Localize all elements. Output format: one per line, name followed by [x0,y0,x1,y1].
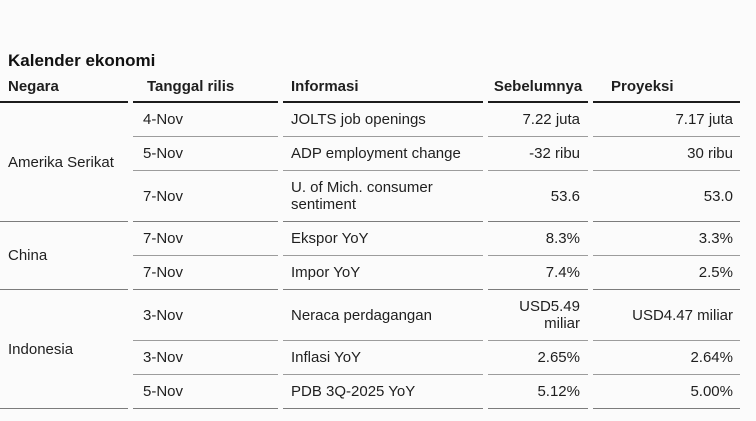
previous-value-cell: 2.65% [488,341,588,375]
info-cell: Ekspor YoY [283,222,483,256]
table-row: 5-Nov PDB 3Q-2025 YoY 5.12% 5.00% [0,375,740,409]
info-cell: U. of Mich. consumer sentiment [283,171,483,222]
release-date-cell: 3-Nov [133,341,278,375]
release-date-cell: 7-Nov [133,222,278,256]
table-row: China 7-Nov Ekspor YoY 8.3% 3.3% [0,222,740,290]
column-header-negara: Negara [0,78,128,103]
previous-value-cell: 53.6 [488,171,588,222]
table-row: 5-Nov ADP employment change -32 ribu 30 rib… [0,137,740,171]
article-section: Kalender ekonomi Negara Tanggal rilis Info… [0,51,745,409]
country-cell: Amerika Serikat [0,103,128,222]
forecast-value-cell: 7.17 juta [593,103,740,137]
forecast-value-cell: 2.64% [593,341,740,375]
country-cell: Indonesia [0,290,128,409]
table-row: 7-Nov Impor YoY 7.4% 2.5% [0,256,740,290]
info-cell: Impor YoY [283,256,483,290]
column-header-sebelumnya: Sebelumnya [488,78,588,103]
previous-value-cell: -32 ribu [488,137,588,171]
info-cell: PDB 3Q-2025 YoY [283,375,483,409]
table-row: 3-Nov Inflasi YoY 2.65% 2.64% [0,341,740,375]
table-header-row: Negara Tanggal rilis Informasi Sebelumnya Pr… [0,78,740,103]
forecast-value-cell: USD4.47 miliar [593,290,740,341]
info-cell: ADP employment change [283,137,483,171]
forecast-value-cell: 53.0 [593,171,740,222]
release-date-cell: 7-Nov [133,171,278,222]
release-date-cell: 4-Nov [133,103,278,137]
country-cell: China [0,222,128,290]
column-header-informasi: Informasi [283,78,483,103]
table-row: Amerika Serikat 4-Nov JOLTS job openings 7.… [0,103,740,222]
info-cell: JOLTS job openings [283,103,483,137]
previous-value-cell: 8.3% [488,222,588,256]
table-row: Indonesia 3-Nov Neraca perdagangan USD5.49 … [0,290,740,409]
info-cell: Inflasi YoY [283,341,483,375]
release-date-cell: 5-Nov [133,137,278,171]
previous-value-cell: 5.12% [488,375,588,409]
column-header-release-date: Tanggal rilis [133,78,278,103]
release-date-cell: 3-Nov [133,290,278,341]
forecast-value-cell: 5.00% [593,375,740,409]
release-date-cell: 7-Nov [133,256,278,290]
table-body: Amerika Serikat 4-Nov JOLTS job openings 7.… [0,103,740,409]
economic-calendar-table: Negara Tanggal rilis Informasi Sebelumnya Pr… [0,78,745,409]
previous-value-cell: 7.4% [488,256,588,290]
info-cell: Neraca perdagangan [283,290,483,341]
forecast-value-cell: 3.3% [593,222,740,256]
table-row: 7-Nov U. of Mich. consumer sentiment 53.6 5… [0,171,740,222]
forecast-value-cell: 2.5% [593,256,740,290]
forecast-value-cell: 30 ribu [593,137,740,171]
column-header-proyeksi: Proyeksi [593,78,740,103]
release-date-cell: 5-Nov [133,375,278,409]
page-title: Kalender ekonomi [8,51,156,70]
previous-value-cell: 7.22 juta [488,103,588,137]
previous-value-cell: USD5.49 miliar [488,290,588,341]
